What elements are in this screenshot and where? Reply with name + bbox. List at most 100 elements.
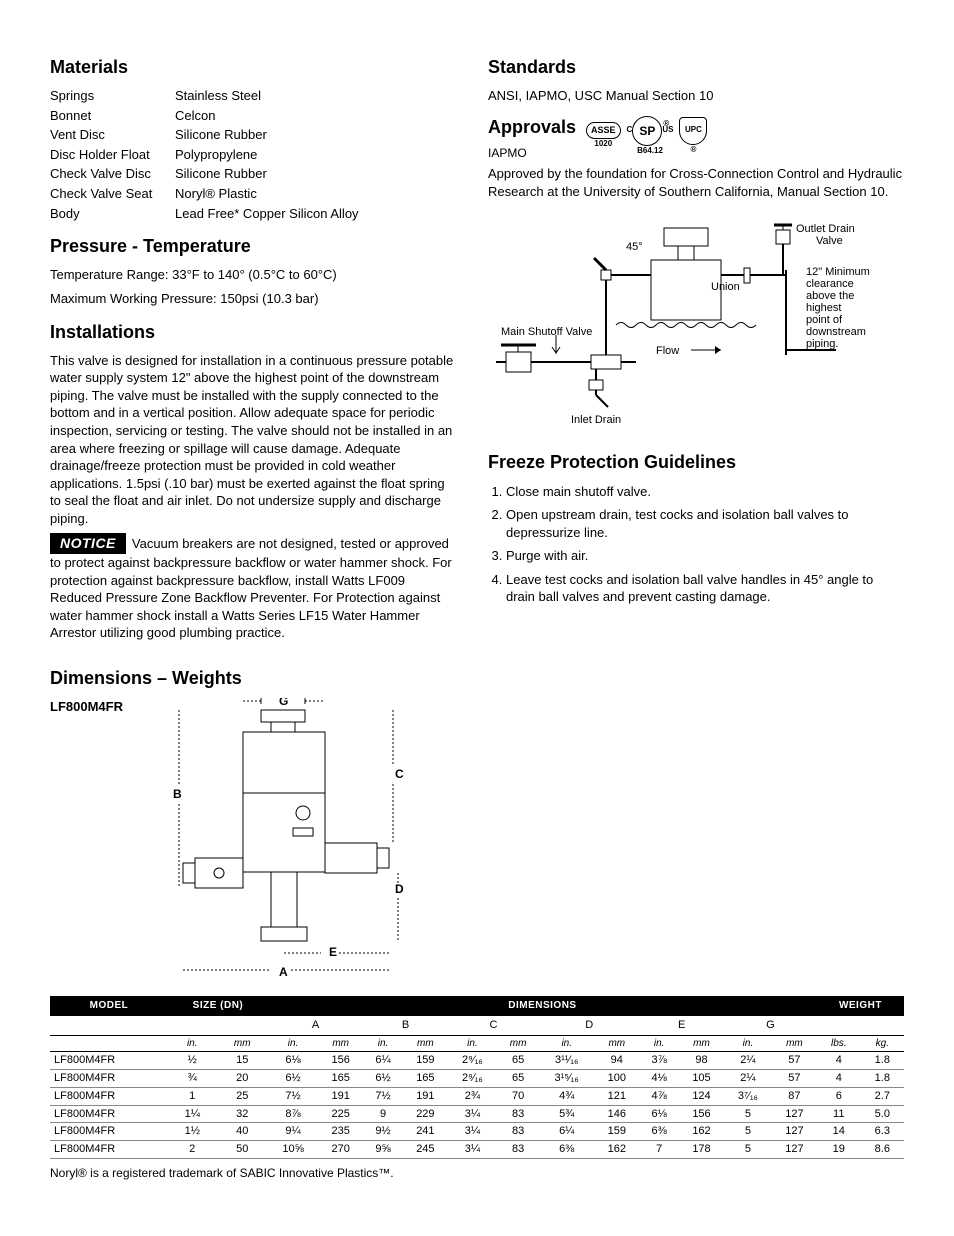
table-cell: 4⅞ (639, 1087, 679, 1105)
material-row: BodyLead Free* Copper Silicon Alloy (50, 205, 458, 223)
th-model: MODEL (50, 996, 168, 1016)
svg-text:piping.: piping. (806, 338, 838, 350)
approval-badges: ASSE 1020 C SP® US B64.12 UPC ® (586, 116, 707, 157)
material-row: Check Valve SeatNoryl® Plastic (50, 185, 458, 203)
dimensions-diagram: G B C D E A (143, 698, 423, 978)
table-cell: 241 (403, 1123, 448, 1141)
table-cell: 50 (217, 1141, 268, 1159)
material-row: BonnetCelcon (50, 107, 458, 125)
table-cell: 5¾ (539, 1105, 594, 1123)
pressure-heading: Pressure - Temperature (50, 234, 458, 258)
table-cell: 191 (403, 1087, 448, 1105)
table-cell: 9½ (363, 1123, 403, 1141)
pressure-line1: Temperature Range: 33°F to 140° (0.5°C t… (50, 266, 458, 284)
material-value: Lead Free* Copper Silicon Alloy (175, 205, 359, 223)
table-cell: 6.3 (861, 1123, 904, 1141)
svg-text:C: C (395, 767, 404, 781)
asse-badge: ASSE (586, 122, 621, 139)
table-cell: 65 (497, 1069, 539, 1087)
table-cell: 235 (318, 1123, 363, 1141)
approvals-row: Approvals IAPMO ASSE 1020 C SP® US B64.1… (488, 111, 904, 161)
table-cell: 3⅞ (639, 1052, 679, 1070)
standards-heading: Standards (488, 55, 904, 79)
upc-badge-group: UPC ® (679, 117, 707, 156)
table-cell: 11 (817, 1105, 861, 1123)
table-cell: 3⁷⁄₁₆ (724, 1087, 772, 1105)
table-cell: LF800M4FR (50, 1105, 168, 1123)
table-cell: 83 (497, 1141, 539, 1159)
th-dim-group: G (724, 1016, 817, 1035)
sp-badge: SP® (632, 116, 662, 146)
svg-text:clearance: clearance (806, 278, 854, 290)
table-row: LF800M4FR½156⅛1566¼1592⁹⁄₁₆653¹¹⁄₁₆943⅞9… (50, 1052, 904, 1070)
material-row: Disc Holder FloatPolypropylene (50, 146, 458, 164)
table-cell: 225 (318, 1105, 363, 1123)
material-row: Check Valve DiscSilicone Rubber (50, 165, 458, 183)
table-cell: 6½ (363, 1069, 403, 1087)
table-cell: 2¼ (724, 1052, 772, 1070)
table-cell: ½ (168, 1052, 217, 1070)
table-cell: 162 (679, 1123, 724, 1141)
material-row: SpringsStainless Steel (50, 87, 458, 105)
table-cell: 159 (403, 1052, 448, 1070)
svg-text:Outlet Drain: Outlet Drain (796, 223, 855, 235)
table-cell: 3¼ (448, 1141, 497, 1159)
table-cell: 178 (679, 1141, 724, 1159)
table-cell: LF800M4FR (50, 1087, 168, 1105)
standards-body: ANSI, IAPMO, USC Manual Section 10 (488, 87, 904, 105)
th-dim-group: D (539, 1016, 639, 1035)
material-label: Disc Holder Float (50, 146, 175, 164)
table-cell: 4¾ (539, 1087, 594, 1105)
freeze-item: Open upstream drain, test cocks and isol… (506, 506, 904, 541)
table-cell: 165 (318, 1069, 363, 1087)
table-cell: 3¼ (448, 1123, 497, 1141)
th-size: SIZE (DN) (168, 996, 268, 1016)
table-cell: 270 (318, 1141, 363, 1159)
table-cell: LF800M4FR (50, 1123, 168, 1141)
material-value: Noryl® Plastic (175, 185, 257, 203)
footnote: Noryl® is a registered trademark of SABI… (50, 1165, 904, 1181)
table-cell: 10⅝ (268, 1141, 318, 1159)
table-cell: 57 (772, 1069, 817, 1087)
th-dim-group: C (448, 1016, 539, 1035)
material-row: Vent DiscSilicone Rubber (50, 126, 458, 144)
table-cell: 146 (594, 1105, 639, 1123)
th-dim-group: B (363, 1016, 448, 1035)
svg-text:B: B (173, 787, 182, 801)
table-cell: 127 (772, 1105, 817, 1123)
table-cell: 6⅛ (268, 1052, 318, 1070)
table-cell: 165 (403, 1069, 448, 1087)
table-cell: 6⅜ (639, 1123, 679, 1141)
table-cell: 127 (772, 1141, 817, 1159)
approvals-body: Approved by the foundation for Cross-Con… (488, 165, 904, 200)
table-cell: 127 (772, 1123, 817, 1141)
table-cell: 2⁹⁄₁₆ (448, 1052, 497, 1070)
table-cell: ¾ (168, 1069, 217, 1087)
table-cell: 4 (817, 1052, 861, 1070)
materials-list: SpringsStainless Steel BonnetCelconVent D… (50, 87, 458, 222)
svg-text:highest: highest (806, 302, 841, 314)
material-label: Vent Disc (50, 126, 175, 144)
table-cell: 3¹¹⁄₁₆ (539, 1052, 594, 1070)
svg-text:above the: above the (806, 290, 854, 302)
th-weight: WEIGHT (817, 996, 904, 1016)
svg-text:12" Minimum: 12" Minimum (806, 266, 870, 278)
freeze-list: Close main shutoff valve. Open upstream d… (488, 483, 904, 606)
table-cell: 156 (318, 1052, 363, 1070)
two-column-layout: Materials SpringsStainless SteelBonnetCe… (50, 55, 904, 648)
table-cell: 8⅞ (268, 1105, 318, 1123)
table-cell: 4⅛ (639, 1069, 679, 1087)
dimensions-section: Dimensions – Weights LF800M4FR (50, 666, 904, 978)
table-cell: 1¼ (168, 1105, 217, 1123)
table-cell: 6⅛ (639, 1105, 679, 1123)
table-cell: 2 (168, 1141, 217, 1159)
install-body: This valve is designed for installation … (50, 352, 458, 527)
freeze-item: Purge with air. (506, 547, 904, 565)
left-column: Materials SpringsStainless SteelBonnetCe… (50, 55, 458, 648)
th-dim-group: E (639, 1016, 724, 1035)
table-cell: 19 (817, 1141, 861, 1159)
freeze-item: Close main shutoff valve. (506, 483, 904, 501)
asse-code: 1020 (586, 139, 621, 150)
table-cell: 5 (724, 1105, 772, 1123)
table-cell: 1½ (168, 1123, 217, 1141)
